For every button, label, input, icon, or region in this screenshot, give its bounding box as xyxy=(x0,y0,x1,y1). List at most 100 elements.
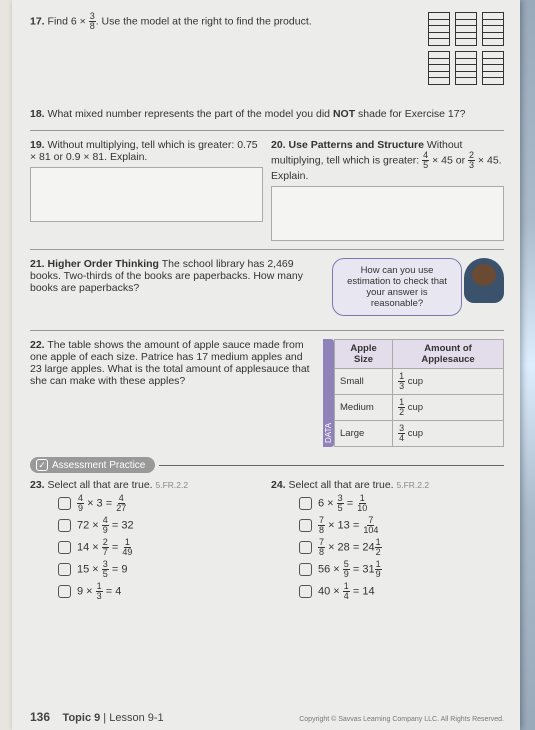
option-expr: 56 × 59 = 3119 xyxy=(318,560,382,579)
q19-text: Without multiplying, tell which is great… xyxy=(30,139,258,163)
q17-fraction: 38 xyxy=(89,12,96,31)
checkbox[interactable] xyxy=(58,563,71,576)
checkbox[interactable] xyxy=(299,497,312,510)
q18-text-a: What mixed number represents the part of… xyxy=(48,108,333,120)
q24-number: 24. xyxy=(271,479,286,491)
q18-bold: NOT xyxy=(333,108,355,120)
grid xyxy=(428,51,450,85)
grid xyxy=(455,12,477,46)
page-number: 136 xyxy=(30,710,50,724)
option-expr: 72 × 49 = 32 xyxy=(77,516,134,535)
table-row: Small13 cup xyxy=(335,369,504,395)
divider xyxy=(30,330,504,331)
assessment-label: Assessment Practice xyxy=(52,460,145,471)
checkbox[interactable] xyxy=(58,585,71,598)
question-19: 19. Without multiplying, tell which is g… xyxy=(30,139,263,241)
q17-text-a: Find 6 × xyxy=(48,15,89,27)
grid xyxy=(482,51,504,85)
th-amount: Amount of Applesauce xyxy=(393,340,504,369)
grid-row-bottom xyxy=(428,51,504,85)
option: 9 × 13 = 4 xyxy=(58,582,263,601)
option-expr: 6 × 35 = 110 xyxy=(318,494,368,513)
option: 6 × 35 = 110 xyxy=(299,494,504,513)
assessment-badge: ✓ Assessment Practice xyxy=(30,457,155,473)
option-expr: 78 × 28 = 2412 xyxy=(318,538,382,557)
checkbox[interactable] xyxy=(58,519,71,532)
checkbox[interactable] xyxy=(58,497,71,510)
checkbox[interactable] xyxy=(299,519,312,532)
copyright: Copyright © Savvas Learning Company LLC.… xyxy=(299,716,504,723)
fraction-model xyxy=(428,12,504,90)
q20-bold: Use Patterns and Structure xyxy=(289,139,424,151)
question-24: 24. Select all that are true. 5.FR.2.2 6… xyxy=(271,479,504,604)
option: 49 × 3 = 427 xyxy=(58,494,263,513)
option-expr: 49 × 3 = 427 xyxy=(77,494,127,513)
option-expr: 15 × 35 = 9 xyxy=(77,560,127,579)
question-23: 23. Select all that are true. 5.FR.2.2 4… xyxy=(30,479,263,604)
q19-answer-box[interactable] xyxy=(30,167,263,222)
question-17: 17. Find 6 × 38. Use the model at the ri… xyxy=(30,12,504,90)
page-edge-right xyxy=(520,0,535,730)
option: 78 × 13 = 7104 xyxy=(299,516,504,535)
q20-text-b: × 45 or xyxy=(429,154,468,166)
option: 72 × 49 = 32 xyxy=(58,516,263,535)
divider xyxy=(30,130,504,131)
q18-number: 18. xyxy=(30,108,45,120)
checkbox[interactable] xyxy=(58,541,71,554)
option: 56 × 59 = 3119 xyxy=(299,560,504,579)
option: 78 × 28 = 2412 xyxy=(299,538,504,557)
row-19-20: 19. Without multiplying, tell which is g… xyxy=(30,139,504,241)
option-expr: 78 × 13 = 7104 xyxy=(318,516,379,535)
option: 40 × 14 = 14 xyxy=(299,582,504,601)
q17-number: 17. xyxy=(30,15,45,27)
option: 14 × 27 = 149 xyxy=(58,538,263,557)
grid xyxy=(455,51,477,85)
q20-number: 20. xyxy=(271,139,286,151)
hint-bubble: How can you use estimation to check that… xyxy=(332,258,462,316)
q20-answer-box[interactable] xyxy=(271,186,504,241)
footer-lesson: Lesson 9-1 xyxy=(109,712,163,724)
q22-number: 22. xyxy=(30,339,45,351)
q23-standard: 5.FR.2.2 xyxy=(156,480,189,490)
q17-text-b: . Use the model at the right to find the… xyxy=(96,15,312,27)
row-23-24: 23. Select all that are true. 5.FR.2.2 4… xyxy=(30,479,504,604)
option-expr: 40 × 14 = 14 xyxy=(318,582,375,601)
q21-bold: Higher Order Thinking xyxy=(48,258,159,270)
grid-row-top xyxy=(428,12,504,46)
checkbox[interactable] xyxy=(299,541,312,554)
page-footer: 136 Topic 9 | Lesson 9-1 Copyright © Sav… xyxy=(30,710,504,724)
grid xyxy=(428,12,450,46)
page-edge-left xyxy=(0,0,12,730)
q22-text: The table shows the amount of apple sauc… xyxy=(30,339,310,387)
q18-text-b: shade for Exercise 17? xyxy=(355,108,465,120)
divider xyxy=(30,249,504,250)
question-22: 22. The table shows the amount of apple … xyxy=(30,339,504,447)
table-row: Large34 cup xyxy=(335,421,504,447)
q24-text: Select all that are true. xyxy=(289,479,394,491)
applesauce-table: Apple SizeAmount of Applesauce Small13 c… xyxy=(334,339,504,447)
bubble-text: How can you use estimation to check that… xyxy=(347,265,447,309)
q23-text: Select all that are true. xyxy=(48,479,153,491)
checkbox[interactable] xyxy=(299,585,312,598)
checkbox[interactable] xyxy=(299,563,312,576)
question-20: 20. Use Patterns and Structure Without m… xyxy=(271,139,504,241)
q21-number: 21. xyxy=(30,258,45,270)
th-size: Apple Size xyxy=(335,340,393,369)
question-21: 21. Higher Order Thinking The school lib… xyxy=(30,258,504,316)
worksheet-page: 17. Find 6 × 38. Use the model at the ri… xyxy=(12,0,520,730)
q24-standard: 5.FR.2.2 xyxy=(397,480,430,490)
q20-frac2: 23 xyxy=(468,151,475,170)
table-row: Medium12 cup xyxy=(335,395,504,421)
assessment-line xyxy=(159,465,504,466)
option-expr: 14 × 27 = 149 xyxy=(77,538,133,557)
data-tab: DATA xyxy=(323,339,334,447)
q19-number: 19. xyxy=(30,139,45,151)
check-icon: ✓ xyxy=(36,459,48,471)
assessment-header: ✓ Assessment Practice xyxy=(30,457,504,473)
footer-topic: Topic 9 xyxy=(63,712,101,724)
q24-options: 6 × 35 = 110 78 × 13 = 7104 78 × 28 = 2412… xyxy=(299,494,504,601)
option: 15 × 35 = 9 xyxy=(58,560,263,579)
q23-options: 49 × 3 = 427 72 × 49 = 32 14 × 27 = 149 15 … xyxy=(58,494,263,601)
q23-number: 23. xyxy=(30,479,45,491)
question-18: 18. What mixed number represents the par… xyxy=(30,108,504,120)
